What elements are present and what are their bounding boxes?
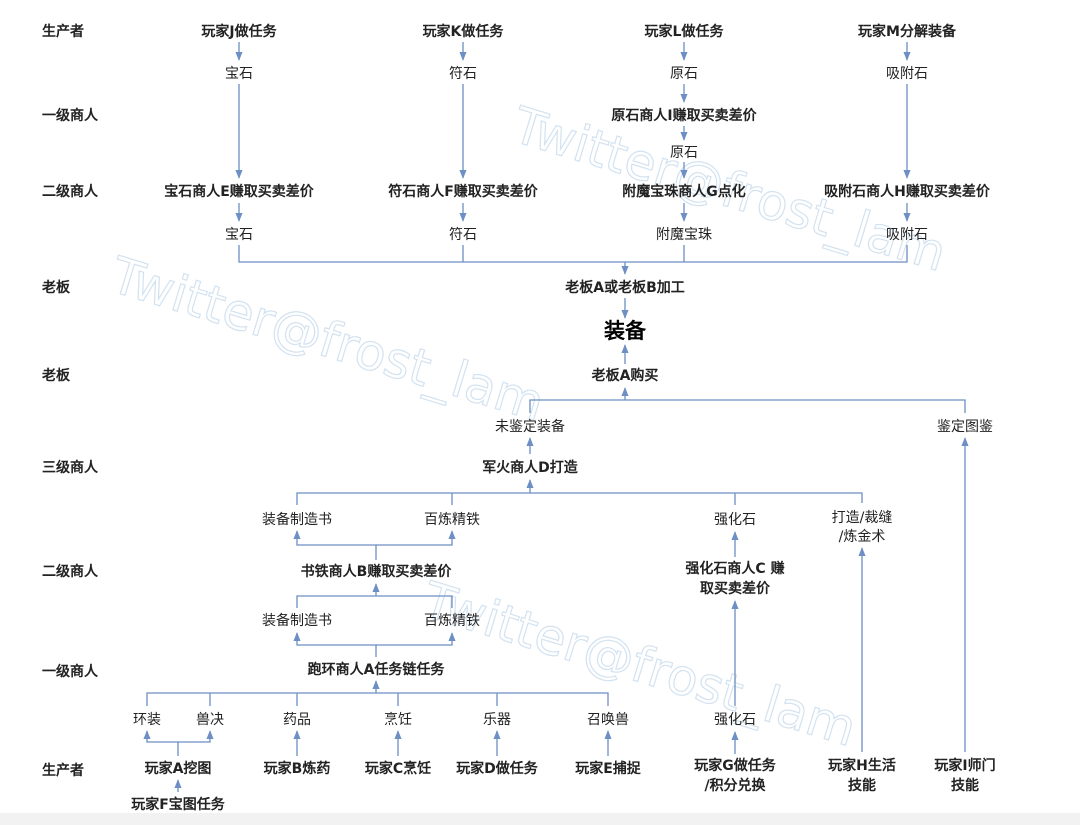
row-label-level3: 三级商人 [42,459,99,476]
node-book-iron-merchant-b: 书铁商人B赚取买卖差价 [301,563,453,580]
node-player-h: 玩家H生活 [828,757,896,774]
node-instrument: 乐器 [483,712,511,728]
node-strengthen-merchant-c: 取买卖差价 [700,580,771,597]
node-runner-merchant-a: 跑环商人A任务链任务 [308,661,446,678]
bottom-nodes: 未鉴定装备 鉴定图鉴 军火商人D打造 装备制造书 百炼精铁 强化石 打造/裁缝 … [131,418,995,813]
top-nodes: 玩家J做任务 玩家K做任务 玩家L做任务 玩家M分解装备 宝石 符石 原石 吸附… [164,23,991,384]
node-player-m: 玩家M分解装备 [858,23,957,40]
node-player-l: 玩家L做任务 [645,23,725,40]
node-identify-guide: 鉴定图鉴 [937,419,993,435]
row-labels: 生产者 一级商人 二级商人 老板 老板 三级商人 二级商人 一级商人 生产者 [42,23,99,779]
node-equip-book-2: 装备制造书 [262,612,332,629]
node-player-b: 玩家B炼药 [264,760,331,777]
node-equipment: 装备 [604,319,647,343]
node-unidentified-equipment: 未鉴定装备 [495,418,565,435]
node-player-i: 技能 [951,777,979,794]
node-refined-iron: 百炼精铁 [424,512,480,528]
node-player-g: /积分兑换 [704,777,766,794]
node-cooking: 烹饪 [384,711,412,728]
row-label-producer: 生产者 [42,23,84,40]
node-craft-skill: /炼金术 [839,529,886,545]
node-player-f: 玩家F宝图任务 [131,796,226,813]
node-player-j: 玩家J做任务 [201,23,277,40]
node-gem: 宝石 [225,66,253,82]
node-refined-iron-2: 百炼精铁 [424,613,480,629]
node-merchant-i: 原石商人I赚取买卖差价 [611,107,757,124]
node-craft-skill: 打造/裁缝 [832,509,893,526]
node-player-i: 玩家I师门 [934,757,995,774]
node-boss-ab: 老板A或老板B加工 [565,279,685,296]
node-medicine: 药品 [283,712,311,728]
node-player-a: 玩家A挖图 [145,760,212,777]
node-strengthen-stone: 强化石 [714,512,756,528]
node-absorb-stone: 吸附石 [886,66,928,82]
node-player-e: 玩家E捕捉 [575,760,642,777]
watermark: Twitter@frost_lam [416,571,863,758]
node-ore: 原石 [670,66,698,82]
node-merchant-f: 符石商人F赚取买卖差价 [387,183,539,200]
node-arms-dealer-d: 军火商人D打造 [482,459,578,476]
node-summon-beast: 召唤兽 [587,711,629,728]
watermark: Twitter@frost_lam [104,246,551,433]
node-merchant-h: 吸附石商人H赚取买卖差价 [824,183,991,200]
node-absorb-stone-2: 吸附石 [886,227,928,243]
row-label-boss: 老板 [42,367,71,384]
node-rune: 符石 [449,66,477,82]
node-player-d: 玩家D做任务 [456,760,539,777]
row-label-level1: 一级商人 [42,663,99,680]
row-label-level1: 一级商人 [42,107,99,124]
node-boss-a: 老板A购买 [592,367,659,384]
row-label-boss: 老板 [42,279,71,296]
node-beast-skill-book: 兽决 [196,712,224,728]
node-player-g: 玩家G做任务 [694,757,776,774]
node-player-k: 玩家K做任务 [423,23,505,40]
node-strengthen-merchant-c: 强化石商人C 赚 [685,560,784,577]
connectors [143,42,969,792]
node-ore-2: 原石 [670,145,698,161]
node-equip-book: 装备制造书 [262,511,332,528]
bottom-bar [0,813,1080,825]
node-rune-2: 符石 [449,227,477,243]
node-ring-equipment: 环装 [133,712,161,728]
node-player-h: 技能 [848,777,876,794]
node-player-c: 玩家C烹饪 [365,760,431,777]
node-gem-2: 宝石 [225,227,253,243]
node-merchant-e: 宝石商人E赚取买卖差价 [164,183,315,200]
node-enchant-pearl: 附魔宝珠 [656,227,712,243]
node-merchant-g: 附魔宝珠商人G点化 [622,183,746,200]
node-strengthen-stone-2: 强化石 [714,712,756,728]
row-label-producer: 生产者 [42,762,84,779]
row-label-level2: 二级商人 [42,563,99,580]
row-label-level2: 二级商人 [42,183,99,200]
